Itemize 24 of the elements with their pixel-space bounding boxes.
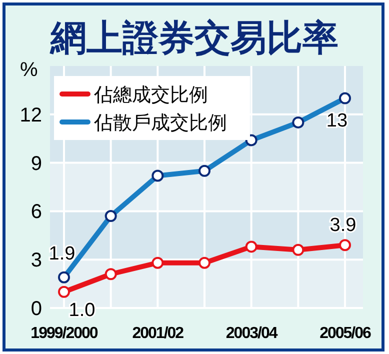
point xyxy=(339,239,351,252)
legend-label: 佔散戶成交比例 xyxy=(93,112,227,134)
data-label: 3.9 xyxy=(330,215,356,236)
x-tick-label: 2005/06 xyxy=(320,325,372,342)
point xyxy=(245,240,258,253)
data-label: 1.0 xyxy=(68,300,96,321)
x-tick-label: 2003/04 xyxy=(226,325,278,342)
chart-title: 網上證券交易比率 xyxy=(50,18,338,59)
y-tick-label: 0 xyxy=(30,298,42,320)
x-tick-label: 2001/02 xyxy=(132,325,184,342)
point xyxy=(198,256,210,269)
y-tick-label: 6 xyxy=(30,201,42,224)
point xyxy=(104,268,117,280)
y-axis-title: % xyxy=(20,59,38,81)
legend-label: 佔總成交比例 xyxy=(93,84,208,106)
data-label: 13 xyxy=(326,110,348,132)
data-label: 1.9 xyxy=(48,243,76,264)
y-tick-label: 12 xyxy=(20,104,42,126)
point xyxy=(292,244,304,256)
x-tick-label: 1999/2000 xyxy=(30,325,98,342)
y-tick-label: 3 xyxy=(30,250,42,272)
y-tick-label: 9 xyxy=(30,152,42,175)
point xyxy=(58,286,70,298)
point xyxy=(152,256,164,269)
